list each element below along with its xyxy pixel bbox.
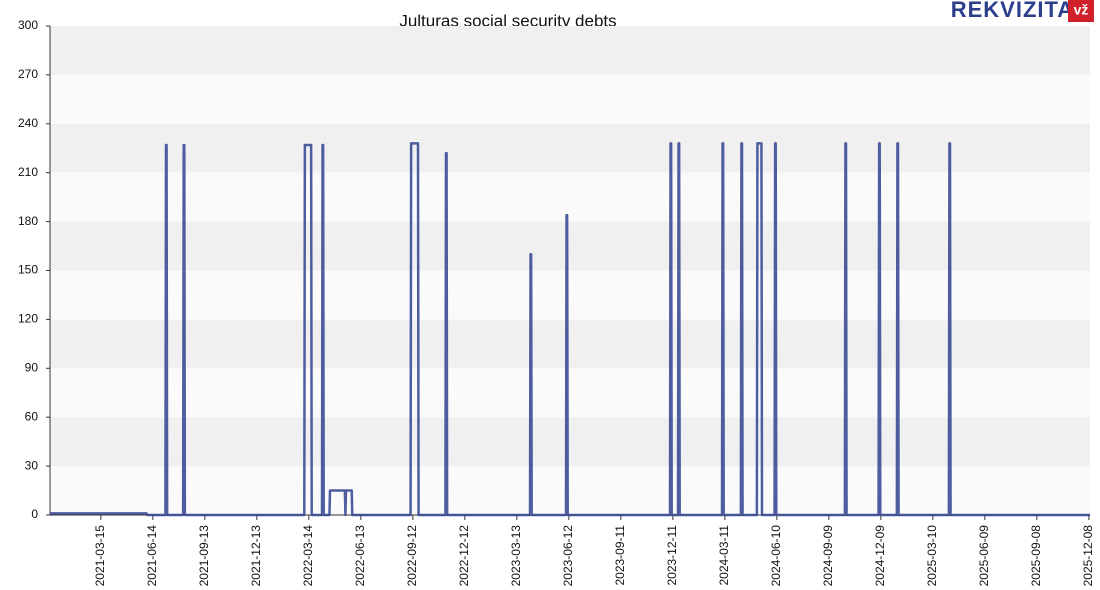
grid-band — [50, 26, 1090, 75]
x-tick-label: 2024-03-11 — [717, 525, 731, 586]
y-tick-label: 300 — [18, 18, 38, 32]
x-tick-label: 2024-09-09 — [821, 525, 835, 587]
x-tick-label: 2022-06-13 — [353, 525, 367, 587]
chart-title: Julturas social security debts — [399, 11, 616, 30]
y-tick-label: 210 — [18, 165, 38, 179]
logo-badge-box — [1068, 0, 1094, 22]
plot-area — [50, 26, 1090, 515]
grid-band — [50, 123, 1090, 173]
grid-band — [50, 466, 1090, 515]
grid-band — [50, 319, 1090, 369]
grid-band — [50, 270, 1090, 320]
x-tick-label: 2024-12-09 — [873, 525, 887, 587]
x-tick-label: 2023-06-12 — [561, 525, 575, 587]
x-tick-label: 2024-06-10 — [769, 525, 783, 587]
logo-text: REKVIZITAI — [951, 0, 1082, 22]
x-tick-label: 2023-12-11 — [665, 525, 679, 586]
x-tick-label: 2021-12-13 — [249, 525, 263, 587]
x-tick-label: 2025-06-09 — [977, 525, 991, 587]
x-tick-label: 2025-12-08 — [1081, 525, 1095, 587]
x-tick-label: 2023-03-13 — [509, 525, 523, 587]
grid-band — [50, 417, 1090, 467]
y-tick-label: 150 — [18, 263, 38, 277]
y-tick-label: 30 — [25, 458, 39, 472]
grid-band — [50, 221, 1090, 271]
y-tick-label: 240 — [18, 116, 38, 130]
y-tick-label: 270 — [18, 67, 38, 81]
y-tick-label: 90 — [25, 360, 39, 374]
y-tick-label: 120 — [18, 312, 38, 326]
y-tick-label: 180 — [18, 214, 38, 228]
x-tick-label: 2021-06-14 — [145, 525, 159, 587]
x-tick-label: 2021-03-15 — [93, 525, 107, 587]
grid-band — [50, 74, 1090, 124]
x-tick-label: 2022-09-12 — [405, 525, 419, 587]
grid-band — [50, 368, 1090, 418]
x-tick-label: 2021-09-13 — [197, 525, 211, 587]
x-tick-label: 2023-09-11 — [613, 525, 627, 586]
logo-badge: vž — [1074, 2, 1089, 18]
x-tick-label: 2022-03-14 — [301, 525, 315, 587]
y-tick-label: 0 — [31, 507, 38, 521]
grid-band — [50, 172, 1090, 222]
x-tick-label: 2025-09-08 — [1029, 525, 1043, 587]
x-tick-label: 2022-12-12 — [457, 525, 471, 587]
x-tick-label: 2025-03-10 — [925, 525, 939, 587]
y-tick-label: 60 — [25, 409, 39, 423]
data-line — [50, 142, 1090, 517]
